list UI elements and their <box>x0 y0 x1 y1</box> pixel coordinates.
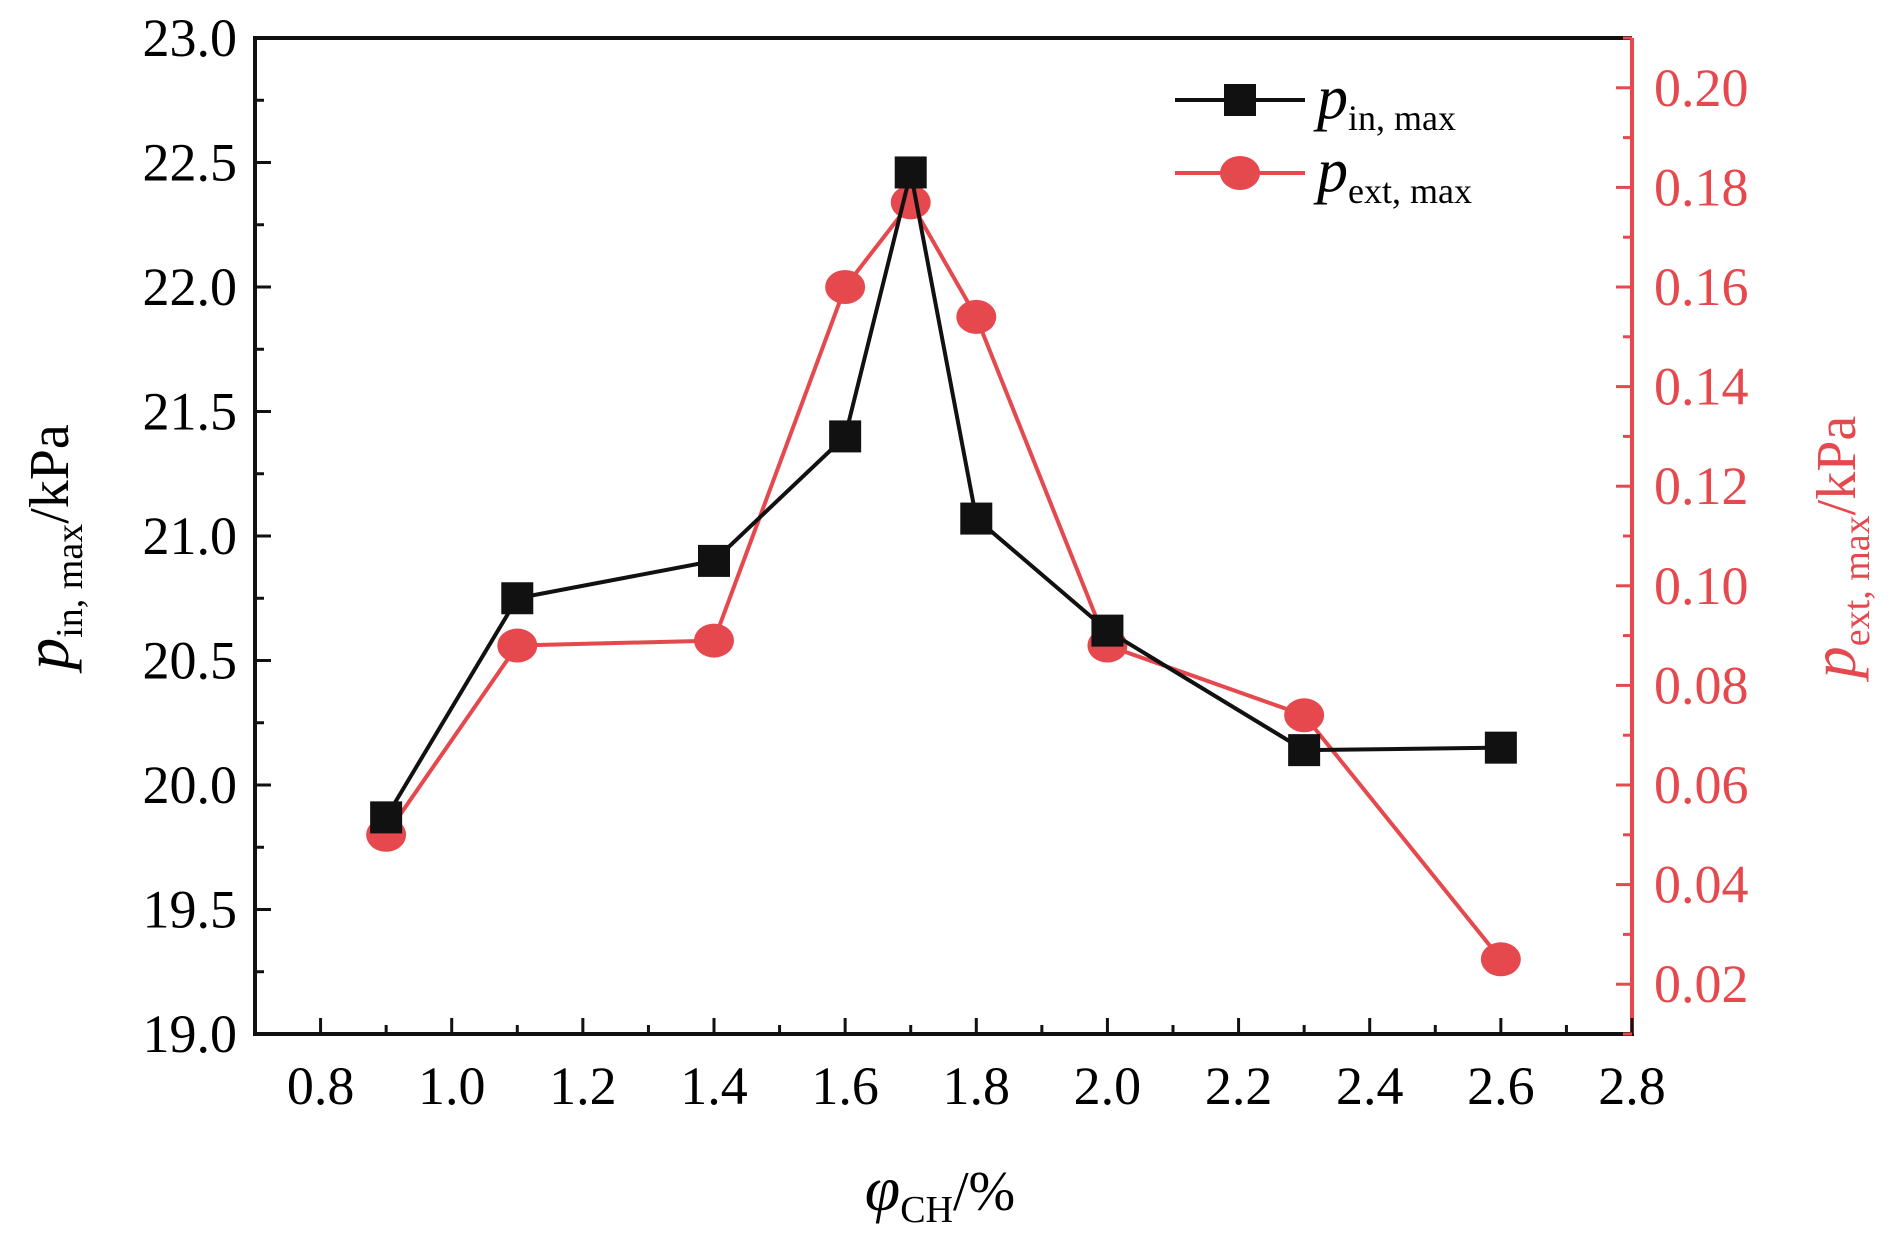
y-right-tick-label: 0.10 <box>1654 556 1749 616</box>
data-point-in-max <box>1288 734 1321 767</box>
y-axis-left-title: pin, max/kPa <box>11 424 91 674</box>
x-tick-label: 2.6 <box>1467 1056 1535 1116</box>
y-left-tick-label: 21.5 <box>143 382 238 442</box>
y-right-tick-label: 0.02 <box>1654 954 1749 1014</box>
data-point-ext-max <box>1284 698 1325 733</box>
y-right-tick-label: 0.16 <box>1654 257 1749 317</box>
x-tick-label: 2.8 <box>1598 1056 1666 1116</box>
data-point-in-max <box>894 156 927 189</box>
x-unit: /% <box>953 1161 1015 1223</box>
y-left-tick-label: 20.5 <box>143 631 238 691</box>
chart-series <box>366 156 1521 977</box>
legend-marker-square <box>1224 84 1256 116</box>
y-axis-right-title: pext, max/kPa <box>1798 416 1878 683</box>
y-right-subscript: ext, max <box>1836 515 1878 646</box>
data-point-in-max <box>698 544 730 577</box>
data-point-in-max <box>501 582 534 615</box>
y-right-tick-label: 0.14 <box>1654 357 1749 417</box>
y-left-tick-label: 19.0 <box>143 1004 238 1064</box>
y-right-unit: /kPa <box>1806 416 1868 516</box>
y-left-symbol: p <box>11 638 82 674</box>
x-symbol: φ <box>865 1153 900 1224</box>
legend-in-symbol: p <box>1313 64 1348 132</box>
x-tick-label: 0.8 <box>287 1056 355 1116</box>
y-right-tick-label: 0.06 <box>1654 755 1749 815</box>
chart-ticks: 0.8 1.0 1.2 1.4 1.6 1.8 2.0 2.2 2.4 2.6 2.8 19.0 19.… <box>143 8 1749 1116</box>
x-tick-label: 1.0 <box>418 1056 486 1116</box>
series-line-ext-max <box>384 200 1503 961</box>
legend-ext-symbol: p <box>1313 137 1348 205</box>
x-tick-label: 1.2 <box>549 1056 617 1116</box>
legend-in-subscript: in, max <box>1348 98 1456 138</box>
data-point-in-max <box>960 502 993 535</box>
y-right-tick-label: 0.04 <box>1654 855 1749 915</box>
legend: pin, max pext, max <box>1175 64 1472 211</box>
x-tick-label: 1.6 <box>811 1056 879 1116</box>
y-right-tick-label: 0.20 <box>1654 58 1749 118</box>
y-right-symbol: p <box>1798 646 1869 682</box>
data-point-ext-max <box>956 299 997 334</box>
y-left-tick-label: 20.0 <box>143 755 238 815</box>
data-point-ext-max <box>890 185 931 220</box>
data-point-in-max <box>1091 614 1124 647</box>
legend-ext-subscript: ext, max <box>1348 171 1472 211</box>
data-point-ext-max <box>825 270 866 304</box>
data-point-in-max <box>1484 731 1517 764</box>
x-subscript: CH <box>900 1189 953 1231</box>
x-tick-label: 2.0 <box>1074 1056 1142 1116</box>
x-axis-title: φCH/% <box>865 1153 1015 1231</box>
y-left-tick-label: 22.5 <box>143 133 238 193</box>
x-tick-label: 1.8 <box>943 1056 1011 1116</box>
legend-marker-circle <box>1220 156 1260 190</box>
y-left-tick-label: 22.0 <box>143 257 238 317</box>
legend-item-in-max: pin, max <box>1175 64 1456 138</box>
y-left-tick-label: 19.5 <box>143 880 238 940</box>
data-point-in-max <box>370 801 403 834</box>
y-left-tick-label: 21.0 <box>143 506 238 566</box>
legend-label-ext-max: pext, max <box>1313 137 1472 211</box>
series-line-in-max <box>384 170 1501 819</box>
y-right-tick-label: 0.08 <box>1654 655 1749 715</box>
y-left-tick-label: 23.0 <box>143 8 238 68</box>
legend-label-in-max: pin, max <box>1313 64 1456 138</box>
data-point-ext-max <box>1480 942 1521 977</box>
data-point-in-max <box>829 420 862 453</box>
x-tick-label: 1.4 <box>680 1056 748 1116</box>
y-left-subscript: in, max <box>49 524 91 638</box>
data-point-ext-max <box>694 623 734 658</box>
x-tick-label: 2.4 <box>1336 1056 1404 1116</box>
y-right-tick-label: 0.12 <box>1654 456 1749 516</box>
y-left-unit: /kPa <box>19 424 81 524</box>
data-point-ext-max <box>497 628 538 663</box>
x-tick-label: 2.2 <box>1205 1056 1273 1116</box>
y-right-tick-label: 0.18 <box>1654 157 1749 217</box>
legend-item-ext-max: pext, max <box>1175 137 1472 211</box>
